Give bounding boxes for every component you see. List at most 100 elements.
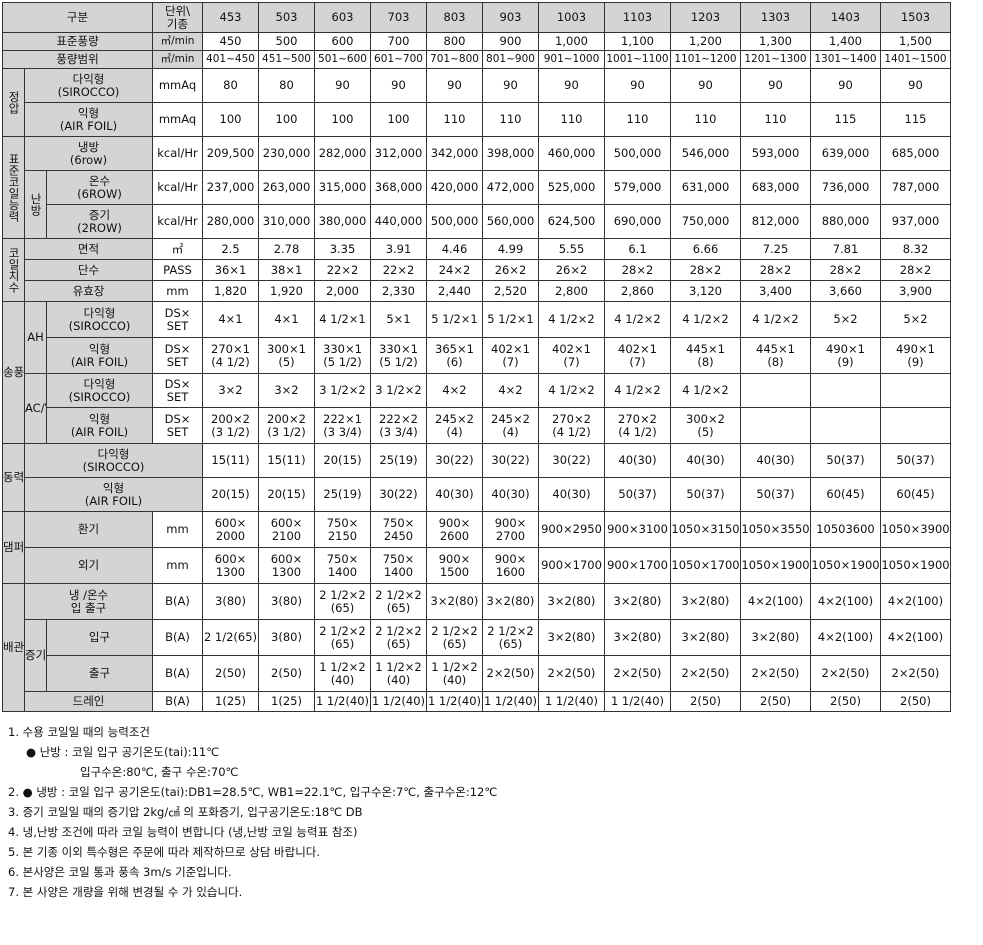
row-label: 익형 (AIR FOIL) <box>24 477 203 512</box>
value-cell: 1 1/2(40) <box>426 691 483 712</box>
value-cell: 15(11) <box>258 443 315 478</box>
group-label: 정압 <box>2 68 25 137</box>
row-label: 다익형 (SIROCCO) <box>46 301 153 338</box>
value-cell: 237,000 <box>202 170 259 205</box>
value-cell: 750× 1400 <box>314 547 371 584</box>
model-header: 603 <box>314 2 371 33</box>
value-cell: 900× 1600 <box>482 547 539 584</box>
value-cell: 4 1/2×2 <box>670 373 741 408</box>
value-cell: 4.46 <box>426 238 483 260</box>
value-cell: 3×2(80) <box>482 583 539 620</box>
value-cell: 209,500 <box>202 136 259 171</box>
value-cell: 4 1/2×2 <box>604 301 671 338</box>
value-cell: 900×3100 <box>604 511 671 548</box>
value-cell: 398,000 <box>482 136 539 171</box>
value-cell: 230,000 <box>258 136 315 171</box>
note-1a: ● 난방 : 코일 입구 공기온도(tai):11℃ <box>26 745 220 759</box>
unit-cell: ㎥/min <box>152 50 203 69</box>
value-cell: 4×2 <box>426 373 483 408</box>
value-cell: 5 1/2×1 <box>482 301 539 338</box>
value-cell: 812,000 <box>740 204 811 239</box>
group-label: AC/V <box>24 373 47 444</box>
value-cell: 4×2(100) <box>810 583 881 620</box>
value-cell: 28×2 <box>740 259 811 281</box>
value-cell: 800 <box>426 32 483 51</box>
unit-cell: B(A) <box>152 583 203 620</box>
value-cell: 787,000 <box>880 170 951 205</box>
value-cell: 1 1/2×2 (40) <box>426 655 483 692</box>
value-cell: 20(15) <box>202 477 259 512</box>
unit-cell: B(A) <box>152 655 203 692</box>
value-cell: 1(25) <box>202 691 259 712</box>
row-label: 익형 (AIR FOIL) <box>46 407 153 444</box>
value-cell: 880,000 <box>810 204 881 239</box>
table-row: 증기 입구 B(A) 2 1/2(65) 3(80) 2 1/2×2 (65) 2 1/2×2… <box>3 619 951 692</box>
value-cell: 1,500 <box>880 32 951 51</box>
value-cell: 1101~1200 <box>670 50 741 69</box>
group-label: 배관접속관경 <box>2 583 25 712</box>
value-cell: 750× 1400 <box>370 547 427 584</box>
unit-cell: PASS <box>152 259 203 281</box>
value-cell: 110 <box>538 102 605 137</box>
value-cell: 90 <box>482 68 539 103</box>
value-cell: 50(37) <box>670 477 741 512</box>
value-cell: 368,000 <box>370 170 427 205</box>
value-cell: 1 1/2(40) <box>482 691 539 712</box>
table-row: 익형 (AIR FOIL) DS× SET 200×2 (3 1/2) 200×2 (3 1/… <box>3 407 951 444</box>
value-cell: 601~700 <box>370 50 427 69</box>
value-cell: 402×1 (7) <box>538 337 605 374</box>
note-2: 2. ● 냉방 : 코일 입구 공기온도(tai):DB1=28.5℃, WB1… <box>8 785 498 799</box>
value-cell: 7.81 <box>810 238 881 260</box>
value-cell: 245×2 (4) <box>426 407 483 444</box>
value-cell: 624,500 <box>538 204 605 239</box>
row-label: 다익형 (SIROCCO) <box>46 373 153 408</box>
value-cell: 1201~1300 <box>740 50 811 69</box>
value-cell: 1,920 <box>258 280 315 302</box>
value-cell: 2.78 <box>258 238 315 260</box>
value-cell: 10503600 <box>810 511 881 548</box>
value-cell: 4 1/2×2 <box>604 373 671 408</box>
value-cell <box>880 407 951 444</box>
value-cell: 4 1/2×2 <box>538 301 605 338</box>
value-cell: 312,000 <box>370 136 427 171</box>
value-cell: 2 1/2×2 (65) <box>314 619 371 656</box>
value-cell: 60(45) <box>880 477 951 512</box>
value-cell: 365×1 (6) <box>426 337 483 374</box>
unit-cell: DS× SET <box>152 373 203 408</box>
value-cell: 1,820 <box>202 280 259 302</box>
value-cell: 3,400 <box>740 280 811 302</box>
value-cell: 2×2(50) <box>880 655 951 692</box>
value-cell: 280,000 <box>202 204 259 239</box>
table-row: 익형 (AIR FOIL) mmAq 100 100 100 100 110 110 110 110… <box>3 102 951 137</box>
table-row: 동력 다익형 (SIROCCO) 15(11) 15(11) 20(15) 25(19) 30… <box>2 443 951 512</box>
value-cell: 90 <box>670 68 741 103</box>
value-cell: 110 <box>426 102 483 137</box>
row-label: 냉 /온수 입 출구 <box>24 583 153 620</box>
value-cell: 3×2(80) <box>604 619 671 656</box>
value-cell: 282,000 <box>314 136 371 171</box>
value-cell <box>740 407 811 444</box>
unit-cell: B(A) <box>152 691 203 712</box>
value-cell: 472,000 <box>482 170 539 205</box>
unit-cell: kcal/Hr <box>152 204 203 239</box>
model-header: 1303 <box>740 2 811 33</box>
value-cell: 401~450 <box>202 50 259 69</box>
model-header: 453 <box>202 2 259 33</box>
value-cell: 701~800 <box>426 50 483 69</box>
value-cell: 90 <box>314 68 371 103</box>
value-cell: 1050×3900 <box>880 511 951 548</box>
value-cell <box>810 407 881 444</box>
value-cell: 2×2(50) <box>740 655 811 692</box>
value-cell: 4 1/2×2 <box>740 301 811 338</box>
value-cell: 28×2 <box>604 259 671 281</box>
value-cell: 560,000 <box>482 204 539 239</box>
value-cell: 300×1 (5) <box>258 337 315 374</box>
value-cell: 4×1 <box>202 301 259 338</box>
unit-cell: DS× SET <box>152 301 203 338</box>
value-cell: 100 <box>202 102 259 137</box>
table-row: 드레인 B(A) 1(25) 1(25) 1 1/2(40) 1 1/2(40) 1 1/2… <box>3 691 951 712</box>
value-cell: 5×2 <box>880 301 951 338</box>
value-cell: 450 <box>202 32 259 51</box>
value-cell: 900×2950 <box>538 511 605 548</box>
value-cell: 6.66 <box>670 238 741 260</box>
